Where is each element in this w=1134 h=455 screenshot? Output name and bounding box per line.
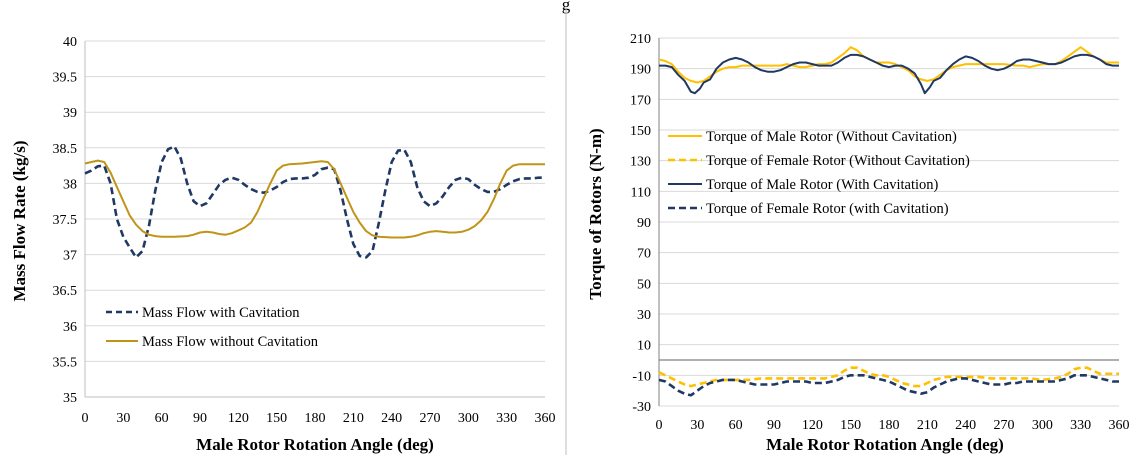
- torque-x-tick-label: 270: [994, 418, 1015, 433]
- mass-flow-x-tick-label: 60: [155, 411, 169, 426]
- mass-flow-x-tick-label: 90: [193, 411, 207, 426]
- torque-series-torque-of-female-rotor-without-cavitation: [658, 366, 1119, 388]
- torque-y-tick-label: 190: [630, 63, 651, 78]
- torque-y-tick-label: 70: [637, 247, 651, 262]
- mass-flow-y-tick-label: 39: [63, 106, 77, 121]
- torque-y-tick-label: 10: [637, 339, 651, 354]
- torque-x-tick-label: 180: [879, 418, 900, 433]
- mass-flow-x-tick-label: 330: [496, 411, 517, 426]
- mass-flow-y-tick-label: 37: [63, 249, 77, 264]
- torque-x-tick-label: 240: [955, 418, 976, 433]
- mass-flow-x-tick-label: 0: [82, 411, 89, 426]
- legend-label-female-with-cavitation: Torque of Female Rotor (with Cavitation): [706, 201, 949, 217]
- mass-flow-y-axis-title: Mass Flow Rate (kg/s): [10, 140, 29, 301]
- mass-flow-y-tick-label: 35: [63, 391, 77, 406]
- mass-flow-y-tick-labels: 35 35.5 36 36.5 37 37.5 38 38.5 39 39.5 40: [53, 35, 78, 406]
- torque-x-tick-label: 90: [767, 418, 781, 433]
- mass-flow-chart: 35 35.5 36 36.5 37 37.5 38 38.5 39 39.5 40 0 30 60 90…: [10, 35, 556, 454]
- torque-y-axis-title: Torque of Rotors (N-m): [586, 128, 605, 299]
- torque-y-tick-label: 170: [630, 93, 651, 108]
- mass-flow-x-tick-label: 30: [116, 411, 130, 426]
- legend-label-female-without-cavitation: Torque of Female Rotor (Without Cavitati…: [706, 153, 970, 169]
- mass-flow-series-mass-flow-without-cavitation: [84, 159, 545, 239]
- torque-chart: -30 -10 10 30 50 70 90 110 130 150 170 190 210 0 30 60…: [586, 32, 1130, 454]
- torque-series-torque-of-male-rotor-with-cavitation: [659, 53, 1119, 95]
- torque-series-torque-of-female-rotor-with-cavitation: [658, 374, 1119, 397]
- mass-flow-y-tick-label: 36: [63, 320, 77, 335]
- torque-x-tick-label: 330: [1070, 418, 1091, 433]
- torque-legend: Torque of Male Rotor (Without Cavitation…: [668, 129, 970, 217]
- mass-flow-y-tick-label: 36.5: [53, 284, 78, 299]
- mass-flow-y-tick-label: 37.5: [53, 213, 78, 228]
- torque-y-tick-label: 50: [637, 277, 651, 292]
- torque-x-axis-title: Male Rotor Rotation Angle (deg): [766, 435, 1004, 454]
- mass-flow-legend: Mass Flow with Cavitation Mass Flow with…: [106, 305, 319, 350]
- legend-label-mass-flow-with-cavitation: Mass Flow with Cavitation: [142, 305, 300, 321]
- torque-y-tick-label: 210: [630, 32, 651, 47]
- legend-label-male-without-cavitation: Torque of Male Rotor (Without Cavitation…: [706, 129, 957, 145]
- torque-x-tick-label: 120: [802, 418, 823, 433]
- mass-flow-x-tick-label: 150: [266, 411, 287, 426]
- top-caption: g: [562, 0, 571, 14]
- torque-y-tick-label: -30: [632, 400, 651, 415]
- mass-flow-y-tick-label: 39.5: [53, 71, 78, 86]
- mass-flow-y-tick-label: 38: [63, 177, 77, 192]
- torque-y-tick-label: 90: [637, 216, 651, 231]
- mass-flow-gridlines: [84, 40, 545, 398]
- torque-y-tick-label: 130: [630, 155, 651, 170]
- legend-label-mass-flow-without-cavitation: Mass Flow without Cavitation: [142, 334, 319, 350]
- torque-x-tick-label: 360: [1109, 418, 1130, 433]
- torque-y-tick-label: 30: [637, 308, 651, 323]
- mass-flow-x-tick-labels: 0 30 60 90 120 150 180 210 240 270 300 330 360: [82, 411, 556, 426]
- torque-series: [658, 46, 1119, 397]
- torque-y-tick-label: 150: [630, 124, 651, 139]
- torque-y-tick-label: 110: [631, 185, 651, 200]
- torque-x-tick-label: 60: [729, 418, 743, 433]
- torque-x-tick-label: 210: [917, 418, 938, 433]
- mass-flow-series: [84, 145, 545, 259]
- mass-flow-x-tick-label: 300: [458, 411, 479, 426]
- torque-x-tick-labels: 0 30 60 90 120 150 180 210 240 270 300 330 360: [656, 418, 1130, 433]
- mass-flow-x-axis-title: Male Rotor Rotation Angle (deg): [196, 435, 434, 454]
- mass-flow-x-tick-label: 360: [535, 411, 556, 426]
- mass-flow-x-tick-label: 270: [420, 411, 441, 426]
- torque-y-tick-labels: -30 -10 10 30 50 70 90 110 130 150 170 190 210: [630, 32, 651, 415]
- mass-flow-series-mass-flow-with-cavitation: [84, 145, 545, 259]
- torque-y-tick-label: -10: [632, 369, 651, 384]
- torque-x-tick-label: 300: [1032, 418, 1053, 433]
- mass-flow-x-tick-label: 210: [343, 411, 364, 426]
- torque-x-tick-label: 30: [690, 418, 704, 433]
- legend-label-male-with-cavitation: Torque of Male Rotor (With Cavitation): [706, 177, 939, 193]
- mass-flow-x-tick-label: 120: [228, 411, 249, 426]
- mass-flow-x-tick-label: 240: [381, 411, 402, 426]
- torque-x-tick-label: 0: [656, 418, 663, 433]
- mass-flow-x-tick-label: 180: [305, 411, 326, 426]
- torque-series-torque-of-male-rotor-without-cavitation: [658, 46, 1119, 84]
- mass-flow-y-tick-label: 35.5: [53, 355, 78, 370]
- mass-flow-y-tick-label: 40: [63, 35, 77, 50]
- torque-gridlines: [658, 37, 1119, 407]
- mass-flow-y-tick-label: 38.5: [53, 142, 78, 157]
- torque-x-tick-label: 150: [840, 418, 861, 433]
